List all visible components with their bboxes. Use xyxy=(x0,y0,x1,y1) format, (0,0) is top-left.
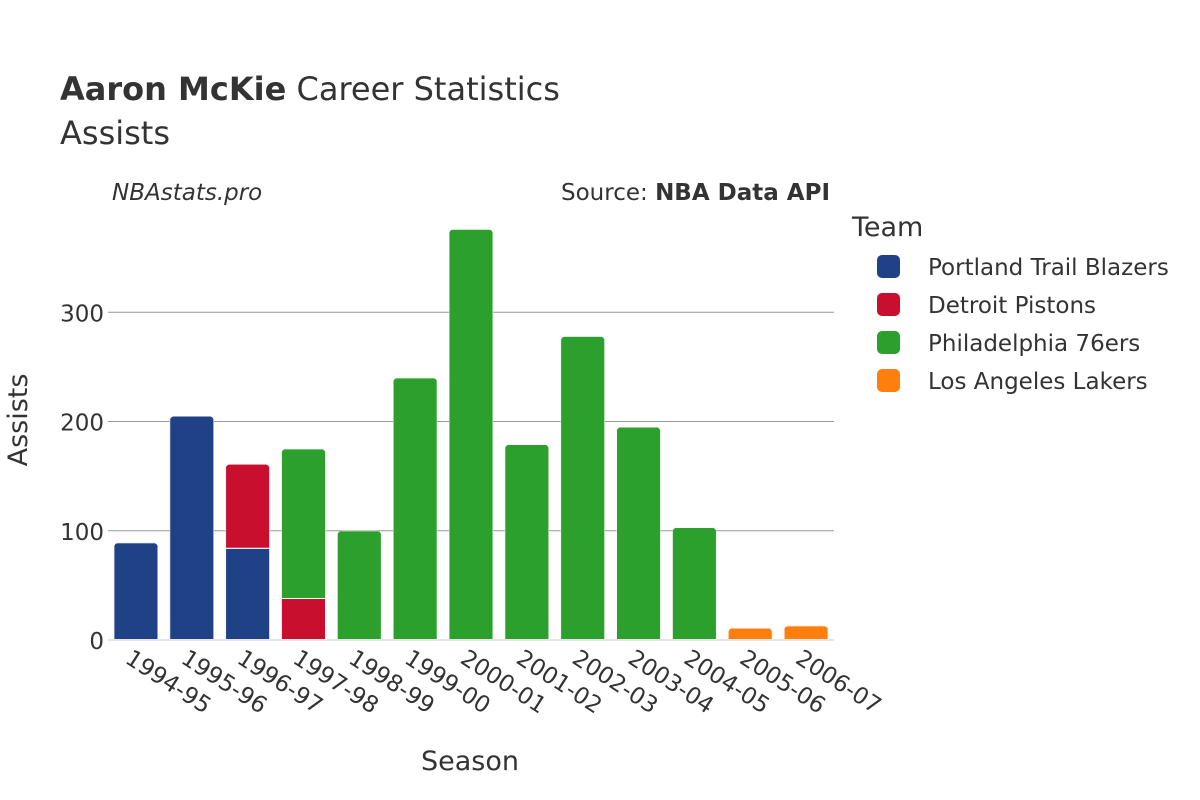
bar-stack xyxy=(504,444,549,641)
legend-swatch xyxy=(877,293,900,316)
legend-swatch xyxy=(877,369,900,392)
y-tick-label: 100 xyxy=(60,520,104,546)
bar-stack xyxy=(728,627,773,641)
bar-portland-trail-blazers xyxy=(113,542,158,641)
bar-philadelphia-76ers xyxy=(281,448,326,599)
bar-stack xyxy=(225,464,270,641)
bar-stack xyxy=(281,448,326,641)
bar-stack xyxy=(113,542,158,641)
chart-subtitle: Assists xyxy=(60,114,170,152)
legend-swatch xyxy=(877,255,900,278)
y-tick-label: 200 xyxy=(60,411,104,437)
legend: Portland Trail Blazers Detroit Pistons Phi… xyxy=(877,255,1169,395)
site-credit: NBAstats.pro xyxy=(112,180,262,206)
bar-stack xyxy=(393,377,438,641)
legend-label: Detroit Pistons xyxy=(928,293,1096,319)
source-prefix: Source: xyxy=(561,180,655,206)
bar-philadelphia-76ers xyxy=(504,444,549,641)
bar-stack xyxy=(616,427,661,641)
chart-title-rest: Career Statistics xyxy=(286,70,560,108)
chart-title-bold: Aaron McKie xyxy=(60,70,286,108)
source-credit: Source: NBA Data API xyxy=(561,180,830,206)
legend-label: Philadelphia 76ers xyxy=(928,331,1140,357)
y-axis-label: Assists xyxy=(3,374,34,467)
chart-title: Aaron McKie Career Statistics xyxy=(60,70,560,108)
bar-stack xyxy=(560,336,605,641)
bar-philadelphia-76ers xyxy=(672,527,717,641)
legend-label: Portland Trail Blazers xyxy=(928,255,1169,281)
bar-los-angeles-lakers xyxy=(728,627,773,641)
y-tick-label: 300 xyxy=(60,301,104,327)
bar-stack xyxy=(448,229,494,641)
x-axis-ticks: 1994-951995-961996-971997-981998-991999-… xyxy=(121,645,886,719)
bar-detroit-pistons xyxy=(281,597,326,641)
bar-stack xyxy=(672,527,717,641)
bar-stack xyxy=(169,416,214,641)
bars xyxy=(113,229,829,641)
legend-title: Team xyxy=(851,212,923,243)
source-name: NBA Data API xyxy=(655,180,830,206)
legend-swatch xyxy=(877,331,900,354)
y-tick-label: 0 xyxy=(89,629,104,655)
bar-philadelphia-76ers xyxy=(337,530,382,641)
bar-stack xyxy=(784,625,829,641)
legend-label: Los Angeles Lakers xyxy=(928,369,1148,395)
bar-philadelphia-76ers xyxy=(393,377,438,641)
bar-los-angeles-lakers xyxy=(784,625,829,641)
bar-philadelphia-76ers xyxy=(560,336,605,641)
bar-philadelphia-76ers xyxy=(616,427,661,641)
bar-stack xyxy=(337,530,382,641)
x-axis-label: Season xyxy=(421,746,519,777)
bar-portland-trail-blazers xyxy=(225,547,270,641)
bar-detroit-pistons xyxy=(225,464,270,549)
y-axis-ticks: 0 100 200 300 xyxy=(60,301,104,655)
bar-portland-trail-blazers xyxy=(169,416,214,641)
bar-philadelphia-76ers xyxy=(448,229,494,641)
